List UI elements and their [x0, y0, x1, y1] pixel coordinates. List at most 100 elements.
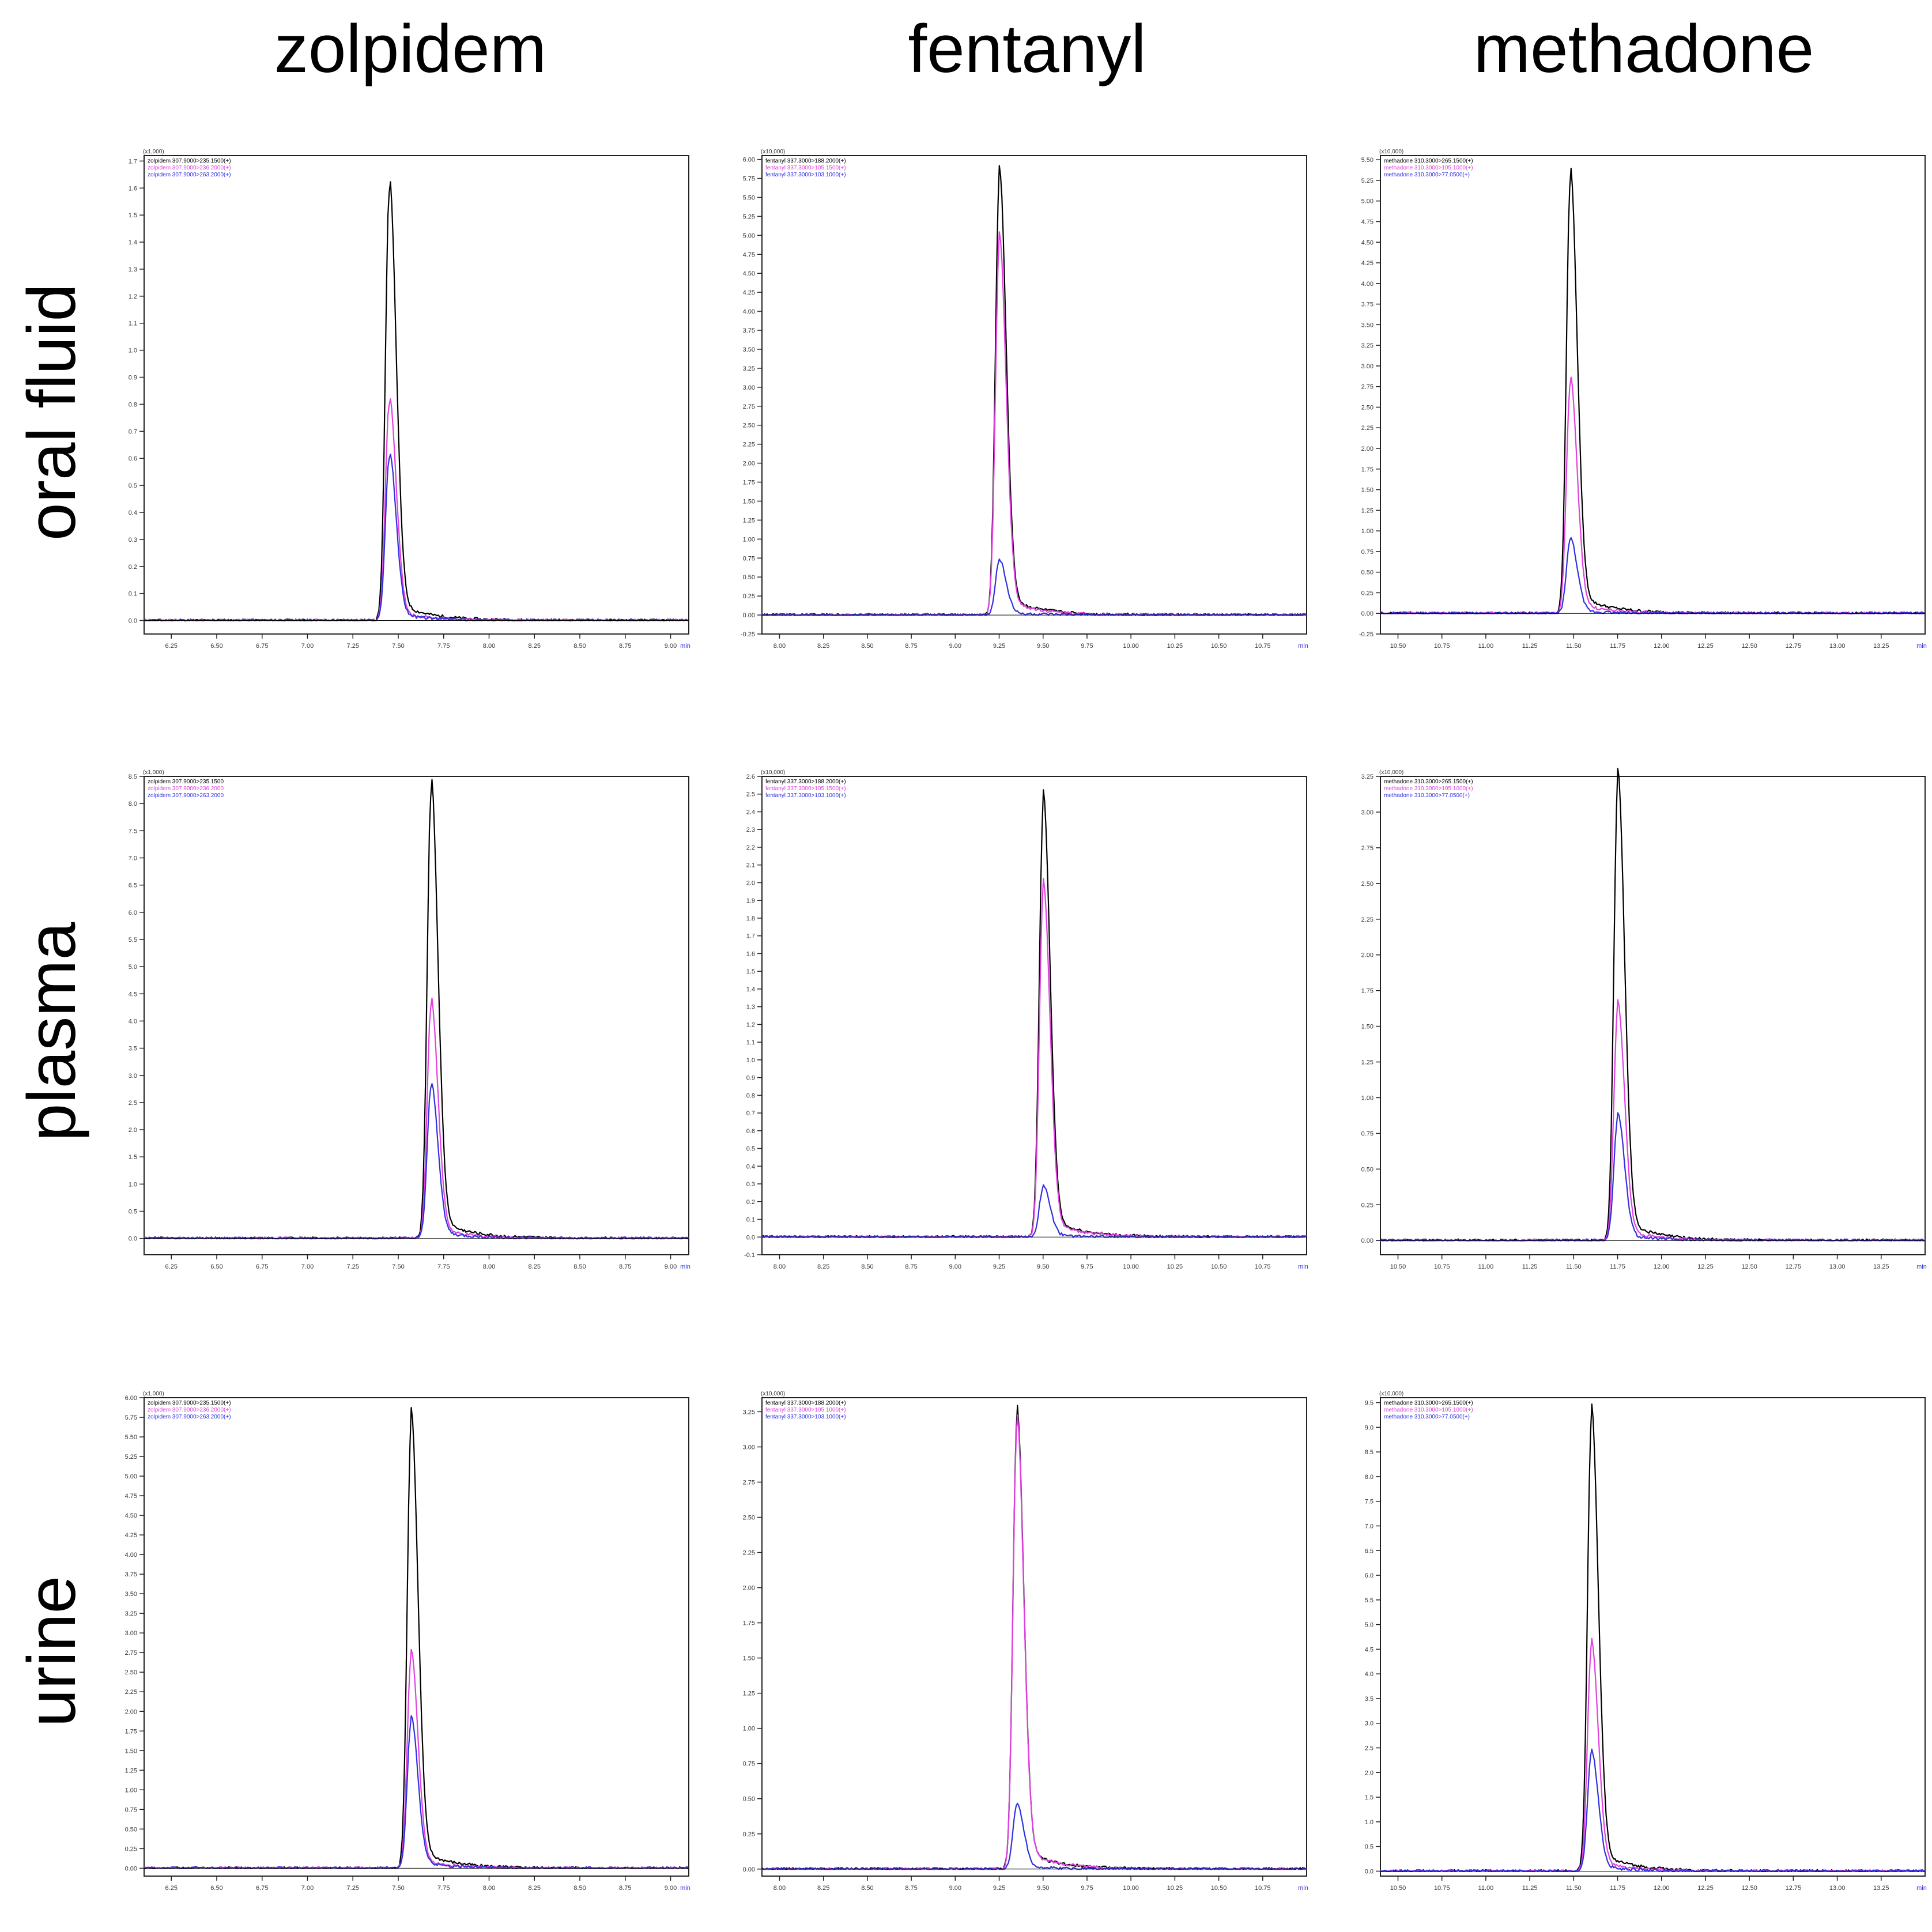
chart-zolpidem-plasma-ytick-label: 0.0 — [129, 1236, 137, 1243]
chart-zolpidem-urine-ytick-label: 1.25 — [125, 1767, 137, 1774]
chart-zolpidem-plasma-ytick-label: 5.5 — [129, 937, 137, 944]
chart-fentanyl-oral-fluid-legend-entry: fentanyl 337.3000>105.1500(+) — [765, 165, 846, 171]
chart-zolpidem-oral-fluid-ytick-label: 0.4 — [129, 510, 137, 516]
chart-methadone-plasma-xunit: min — [1916, 1263, 1927, 1270]
chart-methadone-plasma-legend-entry: methadone 310.3000>77.0500(+) — [1384, 793, 1470, 799]
chart-methadone-oral-fluid-ytick-label: 2.25 — [1361, 425, 1373, 432]
chart-fentanyl-plasma-legend-entry: fentanyl 337.3000>105.1500(+) — [765, 786, 846, 792]
chart-fentanyl-urine-xtick-label: 8.25 — [817, 1885, 829, 1892]
chart-methadone-oral-fluid-xtick-label: 11.00 — [1478, 643, 1494, 650]
chart-methadone-plasma-ytick-label: 1.75 — [1361, 988, 1373, 995]
chart-fentanyl-plasma-frame — [761, 776, 1307, 1255]
chart-zolpidem-oral-fluid-ytick-label: 1.7 — [129, 158, 137, 165]
chart-methadone-oral-fluid-ytick-label: 1.50 — [1361, 487, 1373, 494]
chart-zolpidem-plasma: 0.0 0.5 1.0 1.5 2.0 2.5 3.0 3.5 4.0 4.5 5.0 5.5 6.0 6… — [129, 769, 690, 1270]
chart-fentanyl-urine-ytick-label: 2.25 — [743, 1550, 755, 1557]
chart-fentanyl-oral-fluid-xtick-label: 9.25 — [993, 643, 1005, 650]
chart-zolpidem-urine-series-blue-trace — [144, 1715, 689, 1869]
chart-zolpidem-urine-xtick-label: 8.00 — [483, 1885, 495, 1892]
chart-zolpidem-oral-fluid-xunit: min — [680, 643, 690, 650]
chart-fentanyl-urine-ytick-label: 0.25 — [743, 1831, 755, 1838]
chart-methadone-plasma-xtick-label: 11.50 — [1566, 1263, 1582, 1270]
chart-fentanyl-plasma-ytick-label: 0.7 — [746, 1110, 755, 1117]
chart-methadone-urine-xtick-label: 11.25 — [1522, 1885, 1538, 1892]
chart-fentanyl-oral-fluid-xtick-label: 9.00 — [949, 643, 961, 650]
chart-methadone-urine-xtick-label: 11.00 — [1478, 1885, 1494, 1892]
chart-zolpidem-urine-ytick-label: 1.50 — [125, 1748, 137, 1754]
chart-zolpidem-plasma-ytick-label: 6.0 — [129, 910, 137, 916]
chart-methadone-oral-fluid-ytick-label: 1.00 — [1361, 528, 1373, 535]
chart-methadone-oral-fluid-ytick-label: 4.00 — [1361, 281, 1373, 288]
chart-methadone-urine-xtick-label: 13.00 — [1829, 1885, 1846, 1892]
chart-fentanyl-urine-legend-entry: fentanyl 337.3000>103.1000(+) — [765, 1414, 846, 1420]
chart-zolpidem-plasma-ytick-label: 1.0 — [129, 1181, 137, 1188]
chart-zolpidem-urine-ytick-label: 5.50 — [125, 1434, 137, 1441]
chart-fentanyl-oral-fluid-ytick-label: 1.75 — [743, 480, 755, 486]
chart-fentanyl-plasma-ytick-label: 2.4 — [746, 809, 755, 816]
chart-fentanyl-urine-ytick-label: 0.00 — [743, 1866, 755, 1873]
chart-fentanyl-plasma-xunit: min — [1298, 1263, 1308, 1270]
chart-methadone-plasma-ytick-label: 0.50 — [1361, 1166, 1373, 1173]
chart-zolpidem-urine-xtick-label: 7.50 — [392, 1885, 404, 1892]
chart-zolpidem-urine-ytick-label: 4.25 — [125, 1532, 137, 1539]
chart-methadone-urine-xtick-label: 12.50 — [1741, 1885, 1757, 1892]
chart-fentanyl-urine-ytick-label: 1.75 — [743, 1620, 755, 1627]
chart-zolpidem-urine-xtick-label: 6.25 — [165, 1885, 178, 1892]
chart-fentanyl-plasma-ytick-label: 0.0 — [746, 1234, 755, 1241]
chart-zolpidem-plasma-xtick-label: 9.00 — [665, 1263, 677, 1270]
chart-zolpidem-urine-ytick-label: 1.75 — [125, 1728, 137, 1735]
chart-methadone-oral-fluid-ytick-label: 4.75 — [1361, 218, 1373, 225]
chart-fentanyl-oral-fluid-xtick-label: 10.00 — [1123, 643, 1139, 650]
chart-fentanyl-plasma-ytick-label: 1.4 — [746, 986, 755, 993]
chart-fentanyl-oral-fluid-ytick-label: 2.00 — [743, 461, 755, 467]
chart-methadone-oral-fluid-xtick-label: 12.00 — [1654, 643, 1670, 650]
chart-fentanyl-plasma-ytick-label: 1.2 — [746, 1021, 755, 1028]
chart-fentanyl-plasma-ytick-label: 0.8 — [746, 1092, 755, 1099]
chart-methadone-urine-ytick-label: 2.0 — [1365, 1769, 1373, 1776]
chart-fentanyl-plasma-ytick-label: 0.3 — [746, 1181, 755, 1188]
chart-fentanyl-urine-xtick-label: 9.50 — [1037, 1885, 1049, 1892]
chart-zolpidem-urine-ytick-label: 2.00 — [125, 1708, 137, 1715]
chart-methadone-urine-legend-entry: methadone 310.3000>105.1000(+) — [1384, 1407, 1473, 1413]
chart-fentanyl-oral-fluid-xtick-label: 10.25 — [1167, 643, 1183, 650]
chart-zolpidem-urine-xunit: min — [680, 1885, 690, 1892]
chart-methadone-urine-ytick-label: 9.5 — [1365, 1400, 1373, 1407]
chart-methadone-plasma-xtick-label: 13.00 — [1829, 1263, 1846, 1270]
chart-methadone-oral-fluid-ytick-label: 0.50 — [1361, 569, 1373, 576]
chart-zolpidem-plasma-ytick-label: 5.0 — [129, 964, 137, 971]
chart-methadone-urine-ytick-label: 3.0 — [1365, 1720, 1373, 1727]
chart-fentanyl-oral-fluid-ytick-label: 3.50 — [743, 346, 755, 353]
chart-zolpidem-plasma-xtick-label: 7.75 — [437, 1263, 450, 1270]
chart-methadone-plasma-ytick-label: 0.25 — [1361, 1202, 1373, 1209]
chart-zolpidem-plasma-legend-entry: zolpidem 307.9000>235.1500 — [148, 779, 224, 785]
chart-methadone-urine: 0.0 0.5 1.0 1.5 2.0 2.5 3.0 3.5 4.0 4.5 5.0 5.5 6.0 6… — [1365, 1391, 1927, 1892]
chart-methadone-oral-fluid-ytick-label: 5.00 — [1361, 198, 1373, 205]
chart-fentanyl-urine-scale-label: (x10,000) — [761, 1391, 785, 1397]
chart-zolpidem-urine-scale-label: (x1,000) — [143, 1391, 164, 1397]
chart-methadone-oral-fluid-ytick-label: 2.50 — [1361, 404, 1373, 411]
chart-zolpidem-urine-ytick-label: 3.25 — [125, 1610, 137, 1617]
chart-methadone-plasma-ytick-label: 2.50 — [1361, 881, 1373, 888]
chart-zolpidem-plasma-ytick-label: 4.5 — [129, 991, 137, 998]
chart-zolpidem-plasma-ytick-label: 8.0 — [129, 801, 137, 807]
chart-fentanyl-urine-ytick-label: 0.50 — [743, 1796, 755, 1803]
chart-zolpidem-plasma-xtick-label: 7.50 — [392, 1263, 404, 1270]
chart-zolpidem-plasma-xtick-label: 7.25 — [347, 1263, 359, 1270]
chart-methadone-oral-fluid-ytick-label: 0.75 — [1361, 549, 1373, 556]
chart-fentanyl-plasma-ytick-label: 1.9 — [746, 897, 755, 904]
chart-zolpidem-oral-fluid-legend-entry: zolpidem 307.9000>235.1500(+) — [148, 158, 231, 164]
chart-zolpidem-plasma-xunit: min — [680, 1263, 690, 1270]
chart-methadone-urine-ytick-label: 5.0 — [1365, 1622, 1373, 1629]
chart-fentanyl-plasma-ytick-label: 0.6 — [746, 1128, 755, 1135]
chart-fentanyl-plasma-ytick-label: 2.3 — [746, 827, 755, 833]
chart-zolpidem-oral-fluid: 0.0 0.1 0.2 0.3 0.4 0.5 0.6 0.7 0.8 0.9 1.0 1.1 1.2 1… — [129, 149, 690, 650]
chart-fentanyl-plasma-xtick-label: 9.50 — [1037, 1263, 1049, 1270]
chart-fentanyl-plasma-legend-entry: fentanyl 337.3000>103.1000(+) — [765, 793, 846, 799]
chart-fentanyl-plasma-ytick-label: 2.6 — [746, 773, 755, 780]
chart-fentanyl-plasma-ytick-label: -0.1 — [744, 1252, 755, 1259]
chart-zolpidem-urine-ytick-label: 2.50 — [125, 1669, 137, 1676]
chart-methadone-urine-ytick-label: 7.5 — [1365, 1499, 1373, 1505]
chart-fentanyl-oral-fluid-legend-entry: fentanyl 337.3000>188.2000(+) — [765, 158, 846, 164]
column-title-methadone: methadone — [1473, 11, 1814, 87]
chart-zolpidem-oral-fluid-xtick-label: 7.75 — [437, 643, 450, 650]
